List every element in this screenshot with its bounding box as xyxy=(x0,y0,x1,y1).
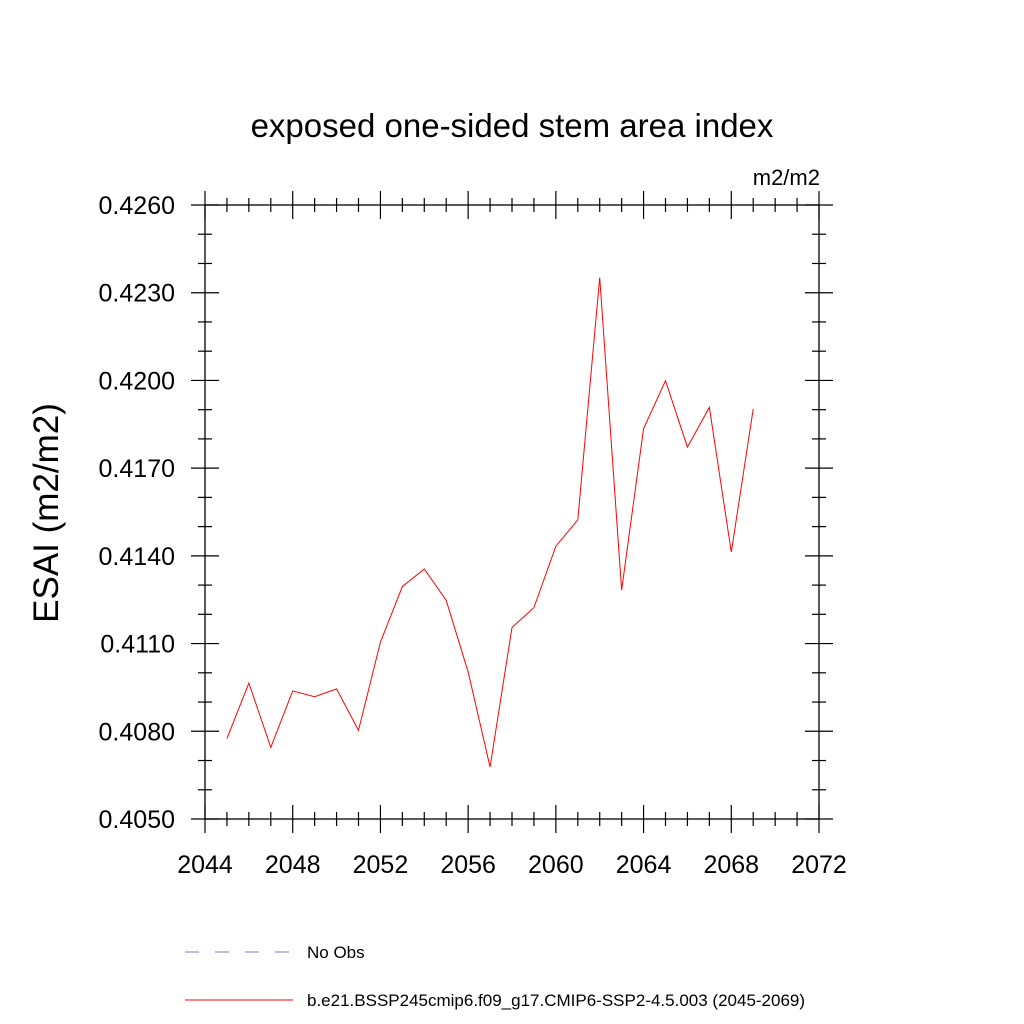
axis-tick-labels: 2044 2048 2052 2056 2060 2064 2068 2072 0.4050 0.… xyxy=(99,192,847,879)
x-tick-label: 2060 xyxy=(528,851,584,879)
legend: No Obs b.e21.BSSP245cmip6.f09_g17.CMIP6-… xyxy=(185,943,805,1010)
y-tick-label: 0.4140 xyxy=(99,543,175,571)
y-tick-label: 0.4110 xyxy=(100,631,175,659)
series-line xyxy=(226,277,754,768)
y-tick-label: 0.4170 xyxy=(99,455,175,483)
x-tick-label: 2068 xyxy=(703,851,759,879)
x-tick-label: 2048 xyxy=(265,851,321,879)
axis-ticks xyxy=(191,191,833,833)
chart-title: exposed one-sided stem area index xyxy=(251,107,774,144)
units-label: m2/m2 xyxy=(753,165,820,190)
x-tick-label: 2064 xyxy=(616,851,672,879)
series-group xyxy=(226,277,754,768)
x-tick-label: 2044 xyxy=(177,851,233,879)
y-tick-label: 0.4260 xyxy=(99,192,175,220)
y-tick-label: 0.4230 xyxy=(99,280,175,308)
legend-series-label: b.e21.BSSP245cmip6.f09_g17.CMIP6-SSP2-4.… xyxy=(307,991,805,1010)
x-tick-label: 2056 xyxy=(440,851,496,879)
y-tick-label: 0.4200 xyxy=(99,367,175,395)
y-tick-label: 0.4080 xyxy=(99,718,175,746)
y-tick-label: 0.4050 xyxy=(99,806,175,834)
y-axis-label: ESAI (m2/m2) xyxy=(27,403,66,623)
legend-no-obs-label: No Obs xyxy=(307,943,365,962)
plot-frame xyxy=(204,204,820,820)
x-tick-label: 2052 xyxy=(353,851,409,879)
x-tick-label: 2072 xyxy=(791,851,847,879)
